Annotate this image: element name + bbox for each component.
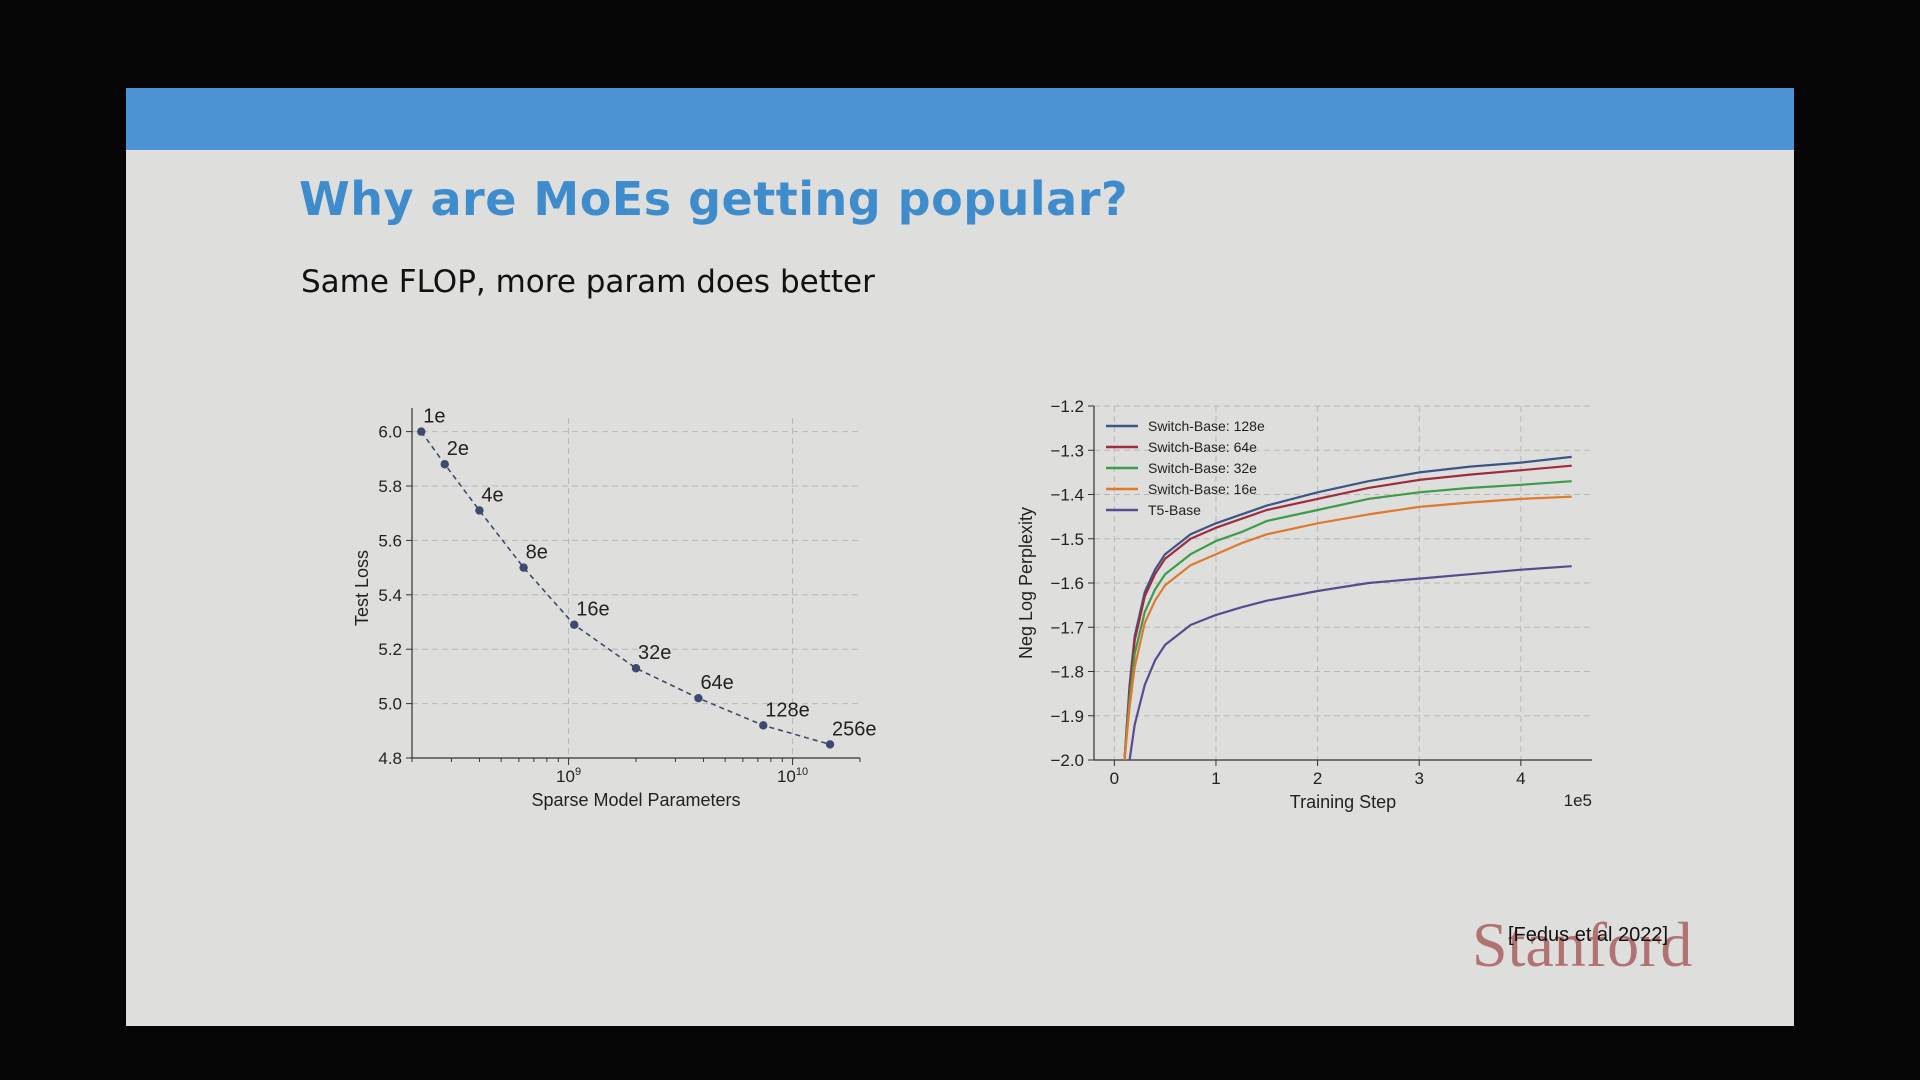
y-tick-label: 6.0: [378, 423, 402, 442]
citation: [Fedus et al 2022]: [1508, 924, 1669, 946]
x-tick-label: 1: [1211, 769, 1220, 788]
point-label-64e: 64e: [700, 672, 733, 694]
header-banner: [126, 88, 1794, 150]
series-group: [1123, 455, 1572, 760]
x-tick-exponent: 9: [575, 766, 581, 778]
stanford-watermark: Stanford: [1472, 909, 1693, 980]
y-tick-label: −2.0: [1050, 751, 1084, 770]
data-point-4e: [475, 506, 484, 515]
data-point-8e: [519, 563, 528, 572]
legend-label: Switch-Base: 16e: [1148, 481, 1257, 497]
point-label-1e: 1e: [423, 406, 445, 428]
legend-label: Switch-Base: 64e: [1148, 439, 1257, 455]
y-tick-label: 5.8: [378, 477, 402, 496]
legend-label: Switch-Base: 32e: [1148, 460, 1257, 476]
point-label-4e: 4e: [481, 484, 503, 506]
x-axis-multiplier: 1e5: [1564, 791, 1592, 810]
point-label-16e: 16e: [576, 599, 609, 621]
data-point-256e: [825, 740, 835, 749]
perplexity-vs-steps-chart: −2.0 −1.9 −1.8 −1.7 −1.6 −1.5 −1.4 −1.3 −1.2 0 1 2 3…: [1016, 397, 1592, 812]
legend-label: T5-Base: [1148, 502, 1201, 518]
data-point-128e: [759, 721, 768, 730]
point-label-2e: 2e: [447, 438, 469, 460]
y-tick-label: 5.0: [378, 695, 402, 714]
point-label-32e: 32e: [638, 642, 671, 664]
slide-subtitle: Same FLOP, more param does better: [301, 264, 875, 300]
y-tick-label: −1.9: [1050, 707, 1084, 726]
x-tick-label: 4: [1516, 769, 1525, 788]
series-line-t5-base: [1128, 565, 1572, 760]
series-line-switch-base-32e: [1123, 480, 1572, 760]
y-tick-label: −1.2: [1050, 397, 1084, 416]
y-tick-label: −1.7: [1050, 618, 1084, 637]
x-tick-exponent: 10: [796, 766, 808, 778]
x-axis-label: Sparse Model Parameters: [531, 790, 740, 810]
data-point-32e: [631, 664, 641, 673]
slide: Why are MoEs getting popular? Same FLOP,…: [126, 88, 1794, 1026]
x-tick-label: 1010: [777, 766, 808, 786]
x-tick-base: 10: [777, 767, 796, 786]
y-tick-label: −1.3: [1050, 441, 1084, 460]
y-tick-label: 5.4: [378, 586, 402, 605]
y-tick-label: −1.5: [1050, 530, 1084, 549]
y-tick-label: 5.2: [378, 640, 402, 659]
legend-label: Switch-Base: 128e: [1148, 418, 1265, 434]
y-tick-label: 5.6: [378, 531, 402, 550]
data-point-1e: [417, 427, 426, 436]
data-point-64e: [694, 693, 703, 703]
x-tick-label: 109: [556, 766, 581, 786]
point-label-256e: 256e: [832, 718, 877, 740]
y-tick-label: −1.4: [1050, 486, 1084, 505]
x-tick-label: 3: [1414, 769, 1423, 788]
slide-title: Why are MoEs getting popular?: [299, 172, 1129, 226]
y-tick-label: −1.8: [1050, 663, 1084, 682]
x-tick-label: 0: [1110, 769, 1119, 788]
series-line-switch-base-64e: [1123, 464, 1572, 760]
data-point-2e: [440, 460, 449, 469]
y-tick-label: 4.8: [378, 749, 402, 768]
point-label-128e: 128e: [765, 699, 810, 721]
y-axis-label: Neg Log Perplexity: [1016, 507, 1036, 659]
data-point-16e: [570, 620, 579, 629]
point-label-8e: 8e: [526, 542, 548, 564]
y-axis-label: Test Loss: [352, 550, 372, 626]
x-tick-label: 2: [1313, 769, 1322, 788]
loss-trend-line: [420, 431, 831, 746]
x-axis-label: Training Step: [1290, 792, 1396, 812]
y-tick-label: −1.6: [1050, 574, 1084, 593]
x-tick-base: 10: [556, 767, 575, 786]
series-line-switch-base-16e: [1123, 495, 1572, 760]
